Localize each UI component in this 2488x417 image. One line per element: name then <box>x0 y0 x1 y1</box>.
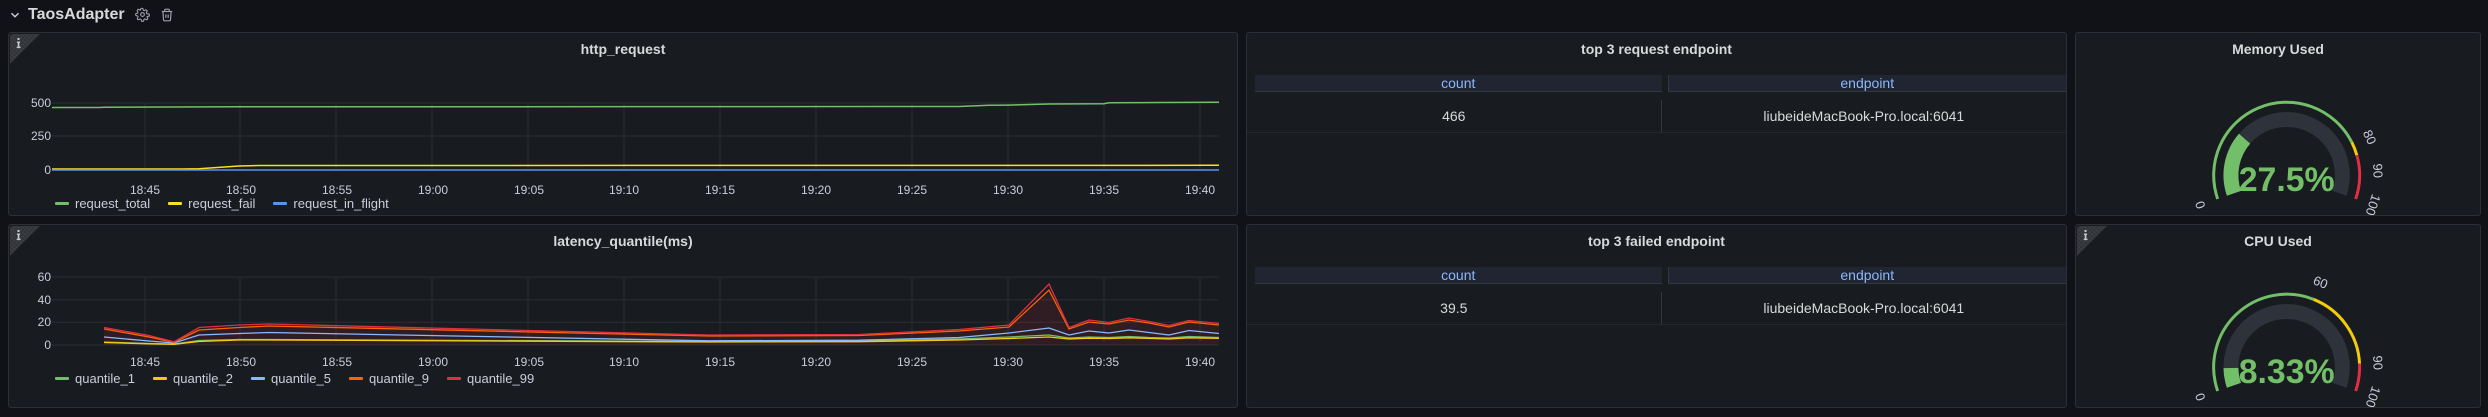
svg-text:80: 80 <box>2360 128 2380 147</box>
svg-text:8.33%: 8.33% <box>2239 353 2335 391</box>
svg-text:27.5%: 27.5% <box>2239 161 2335 199</box>
svg-text:0: 0 <box>2192 199 2209 211</box>
svg-text:100: 100 <box>2363 384 2384 408</box>
svg-text:90: 90 <box>2370 355 2386 370</box>
svg-text:90: 90 <box>2370 163 2386 178</box>
svg-text:0: 0 <box>2192 391 2209 403</box>
svg-text:60: 60 <box>2311 273 2330 292</box>
svg-text:100: 100 <box>2363 192 2384 216</box>
